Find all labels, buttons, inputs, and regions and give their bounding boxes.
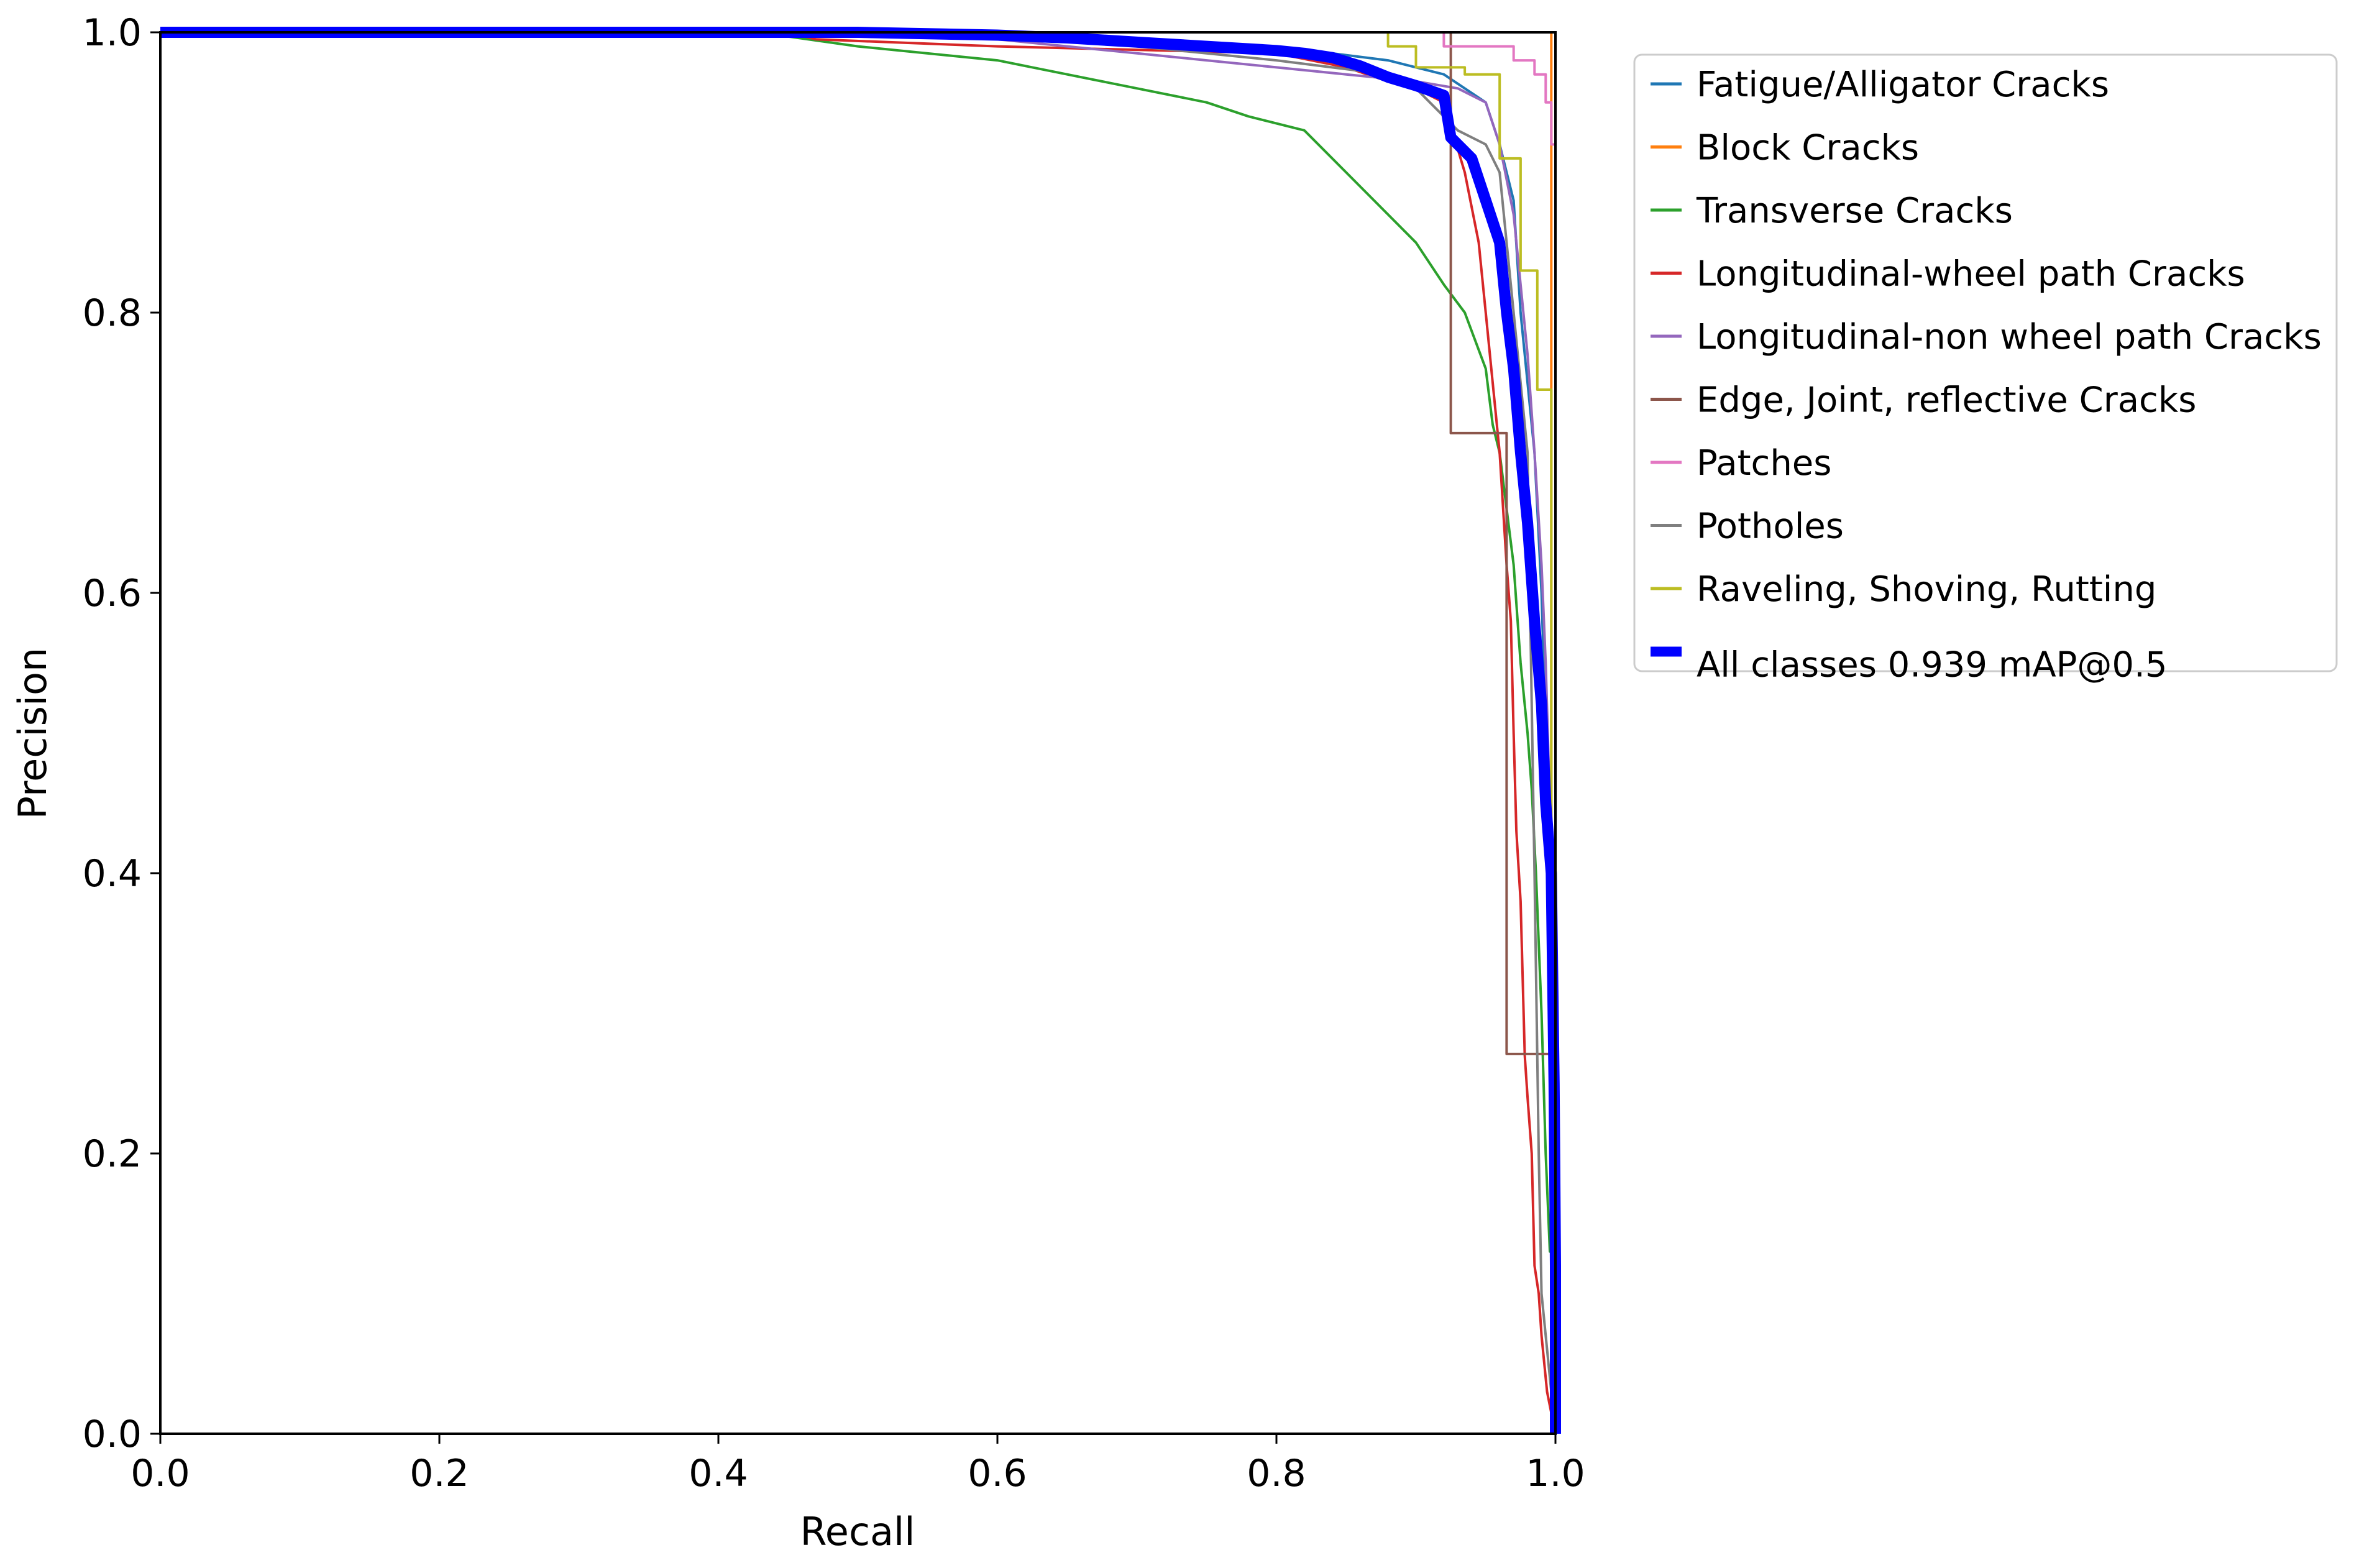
- series-line: [160, 31, 1557, 1434]
- plot-frame: [159, 31, 1557, 1435]
- x-axis-label: Recall: [800, 1509, 915, 1554]
- x-tick-label: 0.4: [689, 1452, 748, 1495]
- y-tick-label: 0.6: [83, 572, 142, 615]
- legend-box: [1633, 53, 2338, 672]
- series-line: [160, 31, 1557, 1434]
- legend: Fatigue/Alligator Cracks Block Cracks Tran…: [1633, 53, 2338, 685]
- y-axis-label: Precision: [10, 648, 55, 820]
- y-tick-label: 0.0: [83, 1413, 142, 1456]
- x-tick-label: 0.0: [131, 1452, 190, 1495]
- y-tick-label: 0.8: [83, 291, 142, 335]
- legend-label: Patches: [1697, 443, 1831, 484]
- legend-label: Raveling, Shoving, Rutting: [1697, 569, 2156, 610]
- series-line: [160, 31, 1557, 1434]
- legend-label: All classes 0.939 mAP@0.5: [1697, 645, 2167, 685]
- x-tick-label: 0.2: [410, 1452, 469, 1495]
- ticks-group: 0.0 0.2 0.4 0.6 0.8 1.0 0.0 0.2 0.4 0.6 0.8 1.0: [83, 11, 1585, 1495]
- y-tick-label: 1.0: [83, 11, 142, 55]
- series-line: [160, 31, 1557, 1434]
- series-line: [160, 31, 1557, 1434]
- x-tick-label: 1.0: [1526, 1452, 1585, 1495]
- x-tick-label: 0.8: [1247, 1452, 1306, 1495]
- legend-label: Fatigue/Alligator Cracks: [1697, 65, 2109, 105]
- legend-label: Block Cracks: [1697, 128, 1919, 168]
- y-tick-label: 0.4: [83, 852, 142, 896]
- series-line: [160, 31, 1557, 1434]
- legend-label: Potholes: [1697, 507, 1844, 547]
- x-tick-label: 0.6: [968, 1452, 1027, 1495]
- y-tick-label: 0.2: [83, 1132, 142, 1176]
- legend-label: Longitudinal-non wheel path Cracks: [1697, 317, 2322, 357]
- legend-label: Edge, Joint, reflective Cracks: [1697, 380, 2196, 421]
- series-line: [160, 31, 1557, 1434]
- legend-label: Transverse Cracks: [1696, 191, 2013, 231]
- legend-label: Longitudinal-wheel path Cracks: [1697, 254, 2245, 295]
- series-line: [160, 31, 1557, 1434]
- series-line: [160, 27, 1561, 1434]
- curves-group: [160, 27, 1561, 1434]
- series-line: [160, 31, 1557, 1434]
